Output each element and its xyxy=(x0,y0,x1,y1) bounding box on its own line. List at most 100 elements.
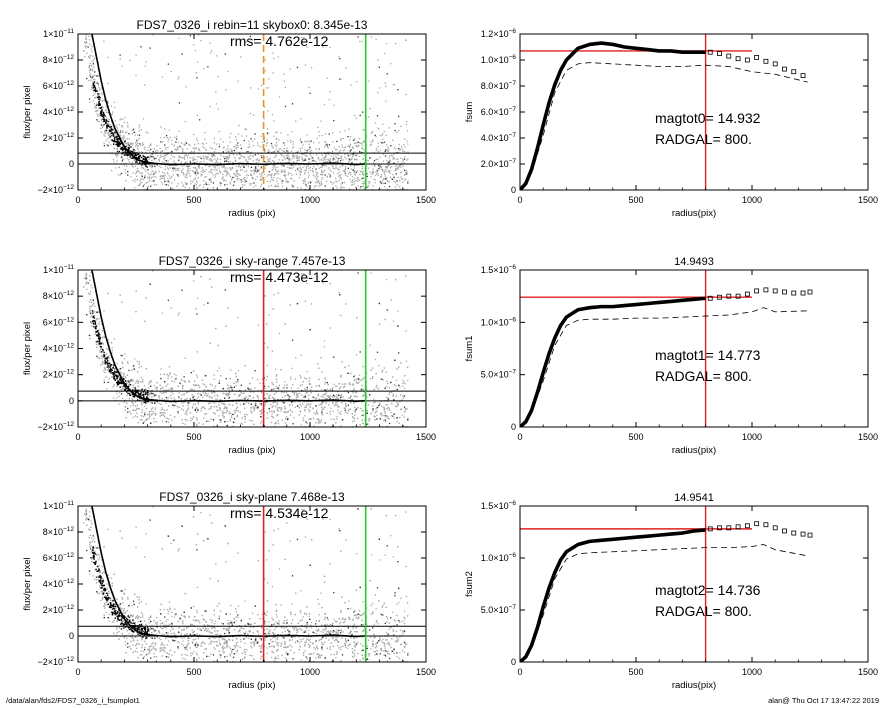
scatter-point xyxy=(247,156,249,158)
scatter-point xyxy=(213,387,216,390)
scatter-point xyxy=(237,146,239,148)
scatter-point xyxy=(290,378,292,380)
scatter-point xyxy=(377,142,379,144)
scatter-point xyxy=(282,387,285,389)
scatter-point xyxy=(114,106,116,109)
scatter-point xyxy=(112,364,114,366)
scatter-point-core xyxy=(117,145,119,148)
scatter-point xyxy=(128,381,131,383)
scatter-point xyxy=(277,150,279,153)
scatter-point xyxy=(184,161,187,164)
scatter-point xyxy=(362,158,365,160)
scatter-point xyxy=(296,155,298,157)
scatter-point xyxy=(91,60,93,62)
scatter-point-core xyxy=(142,158,145,160)
scatter-point xyxy=(389,170,391,172)
scatter-point xyxy=(186,148,188,150)
scatter-point xyxy=(392,174,394,176)
scatter-point xyxy=(229,160,232,163)
scatter-point xyxy=(153,184,155,186)
scatter-point xyxy=(256,158,258,160)
scatter-point xyxy=(149,392,151,395)
scatter-point xyxy=(340,78,342,80)
scatter-point xyxy=(206,434,207,435)
scatter-point xyxy=(378,128,380,130)
scatter-point xyxy=(309,158,311,160)
scatter-point xyxy=(324,378,326,380)
scatter-point xyxy=(309,383,311,385)
scatter-point xyxy=(291,178,293,180)
scatter-point xyxy=(150,173,152,175)
scatter-point xyxy=(248,158,250,160)
scatter-point xyxy=(356,154,358,156)
scatter-point xyxy=(356,180,359,183)
scatter-point xyxy=(333,158,336,161)
scatter-point xyxy=(202,155,204,157)
scatter-point xyxy=(168,175,171,177)
scatter-point xyxy=(396,420,398,423)
scatter-point xyxy=(374,416,376,418)
scatter-point xyxy=(362,141,365,143)
scatter-point xyxy=(350,84,352,86)
scatter-point xyxy=(164,179,166,181)
scatter-point xyxy=(248,155,251,158)
scatter-point xyxy=(272,180,275,182)
scatter-point xyxy=(189,160,191,162)
scatter-point xyxy=(194,172,196,175)
scatter-point xyxy=(107,341,110,344)
scatter-point xyxy=(294,193,295,194)
scatter-point xyxy=(356,378,359,380)
scatter-point xyxy=(163,399,166,401)
scatter-point xyxy=(214,395,216,397)
scatter-point xyxy=(263,427,264,428)
scatter-point xyxy=(295,120,297,122)
scatter-point xyxy=(173,404,175,407)
scatter-point xyxy=(320,159,323,161)
scatter-point xyxy=(269,158,271,160)
scatter-point xyxy=(355,391,358,394)
scatter-point xyxy=(169,158,172,160)
scatter-point xyxy=(381,192,382,193)
scatter-point xyxy=(307,182,309,184)
scatter-point xyxy=(299,171,302,173)
scatter-point xyxy=(207,66,209,68)
scatter-point xyxy=(268,195,269,196)
scatter-point xyxy=(219,409,222,411)
scatter-point xyxy=(176,147,179,149)
scatter-point xyxy=(260,404,262,406)
scatter-point xyxy=(276,381,278,383)
scatter-point xyxy=(260,420,263,422)
scatter-point xyxy=(136,404,139,406)
scatter-point xyxy=(107,143,109,146)
scatter-point xyxy=(324,161,326,163)
scatter-point-core xyxy=(116,135,118,138)
scatter-point xyxy=(132,396,135,398)
scatter-point xyxy=(301,384,303,386)
scatter-point xyxy=(164,175,166,177)
scatter-point xyxy=(388,185,391,188)
scatter-point xyxy=(182,185,184,188)
scatter-point xyxy=(271,145,273,147)
scatter-point xyxy=(252,407,254,409)
scatter-point xyxy=(189,151,191,154)
scatter-point xyxy=(393,192,394,193)
scatter-point-core xyxy=(132,156,135,159)
scatter-point xyxy=(276,185,279,187)
scatter-point xyxy=(305,166,307,168)
scatter-point-core xyxy=(139,154,142,157)
scatter-point xyxy=(353,171,356,173)
scatter-point-core xyxy=(120,142,122,144)
scatter-point xyxy=(283,150,285,153)
scatter-point xyxy=(348,200,349,201)
scatter-point xyxy=(226,187,228,190)
scatter-point xyxy=(100,119,102,121)
scatter-point xyxy=(245,150,248,153)
scatter-point xyxy=(110,105,113,107)
scatter-point xyxy=(350,181,352,183)
scatter-point xyxy=(389,167,392,169)
scatter-point xyxy=(286,156,288,159)
scatter-point xyxy=(337,431,338,432)
scatter-point xyxy=(107,131,110,133)
scatter-point xyxy=(84,55,86,58)
scatter-point xyxy=(184,120,187,123)
